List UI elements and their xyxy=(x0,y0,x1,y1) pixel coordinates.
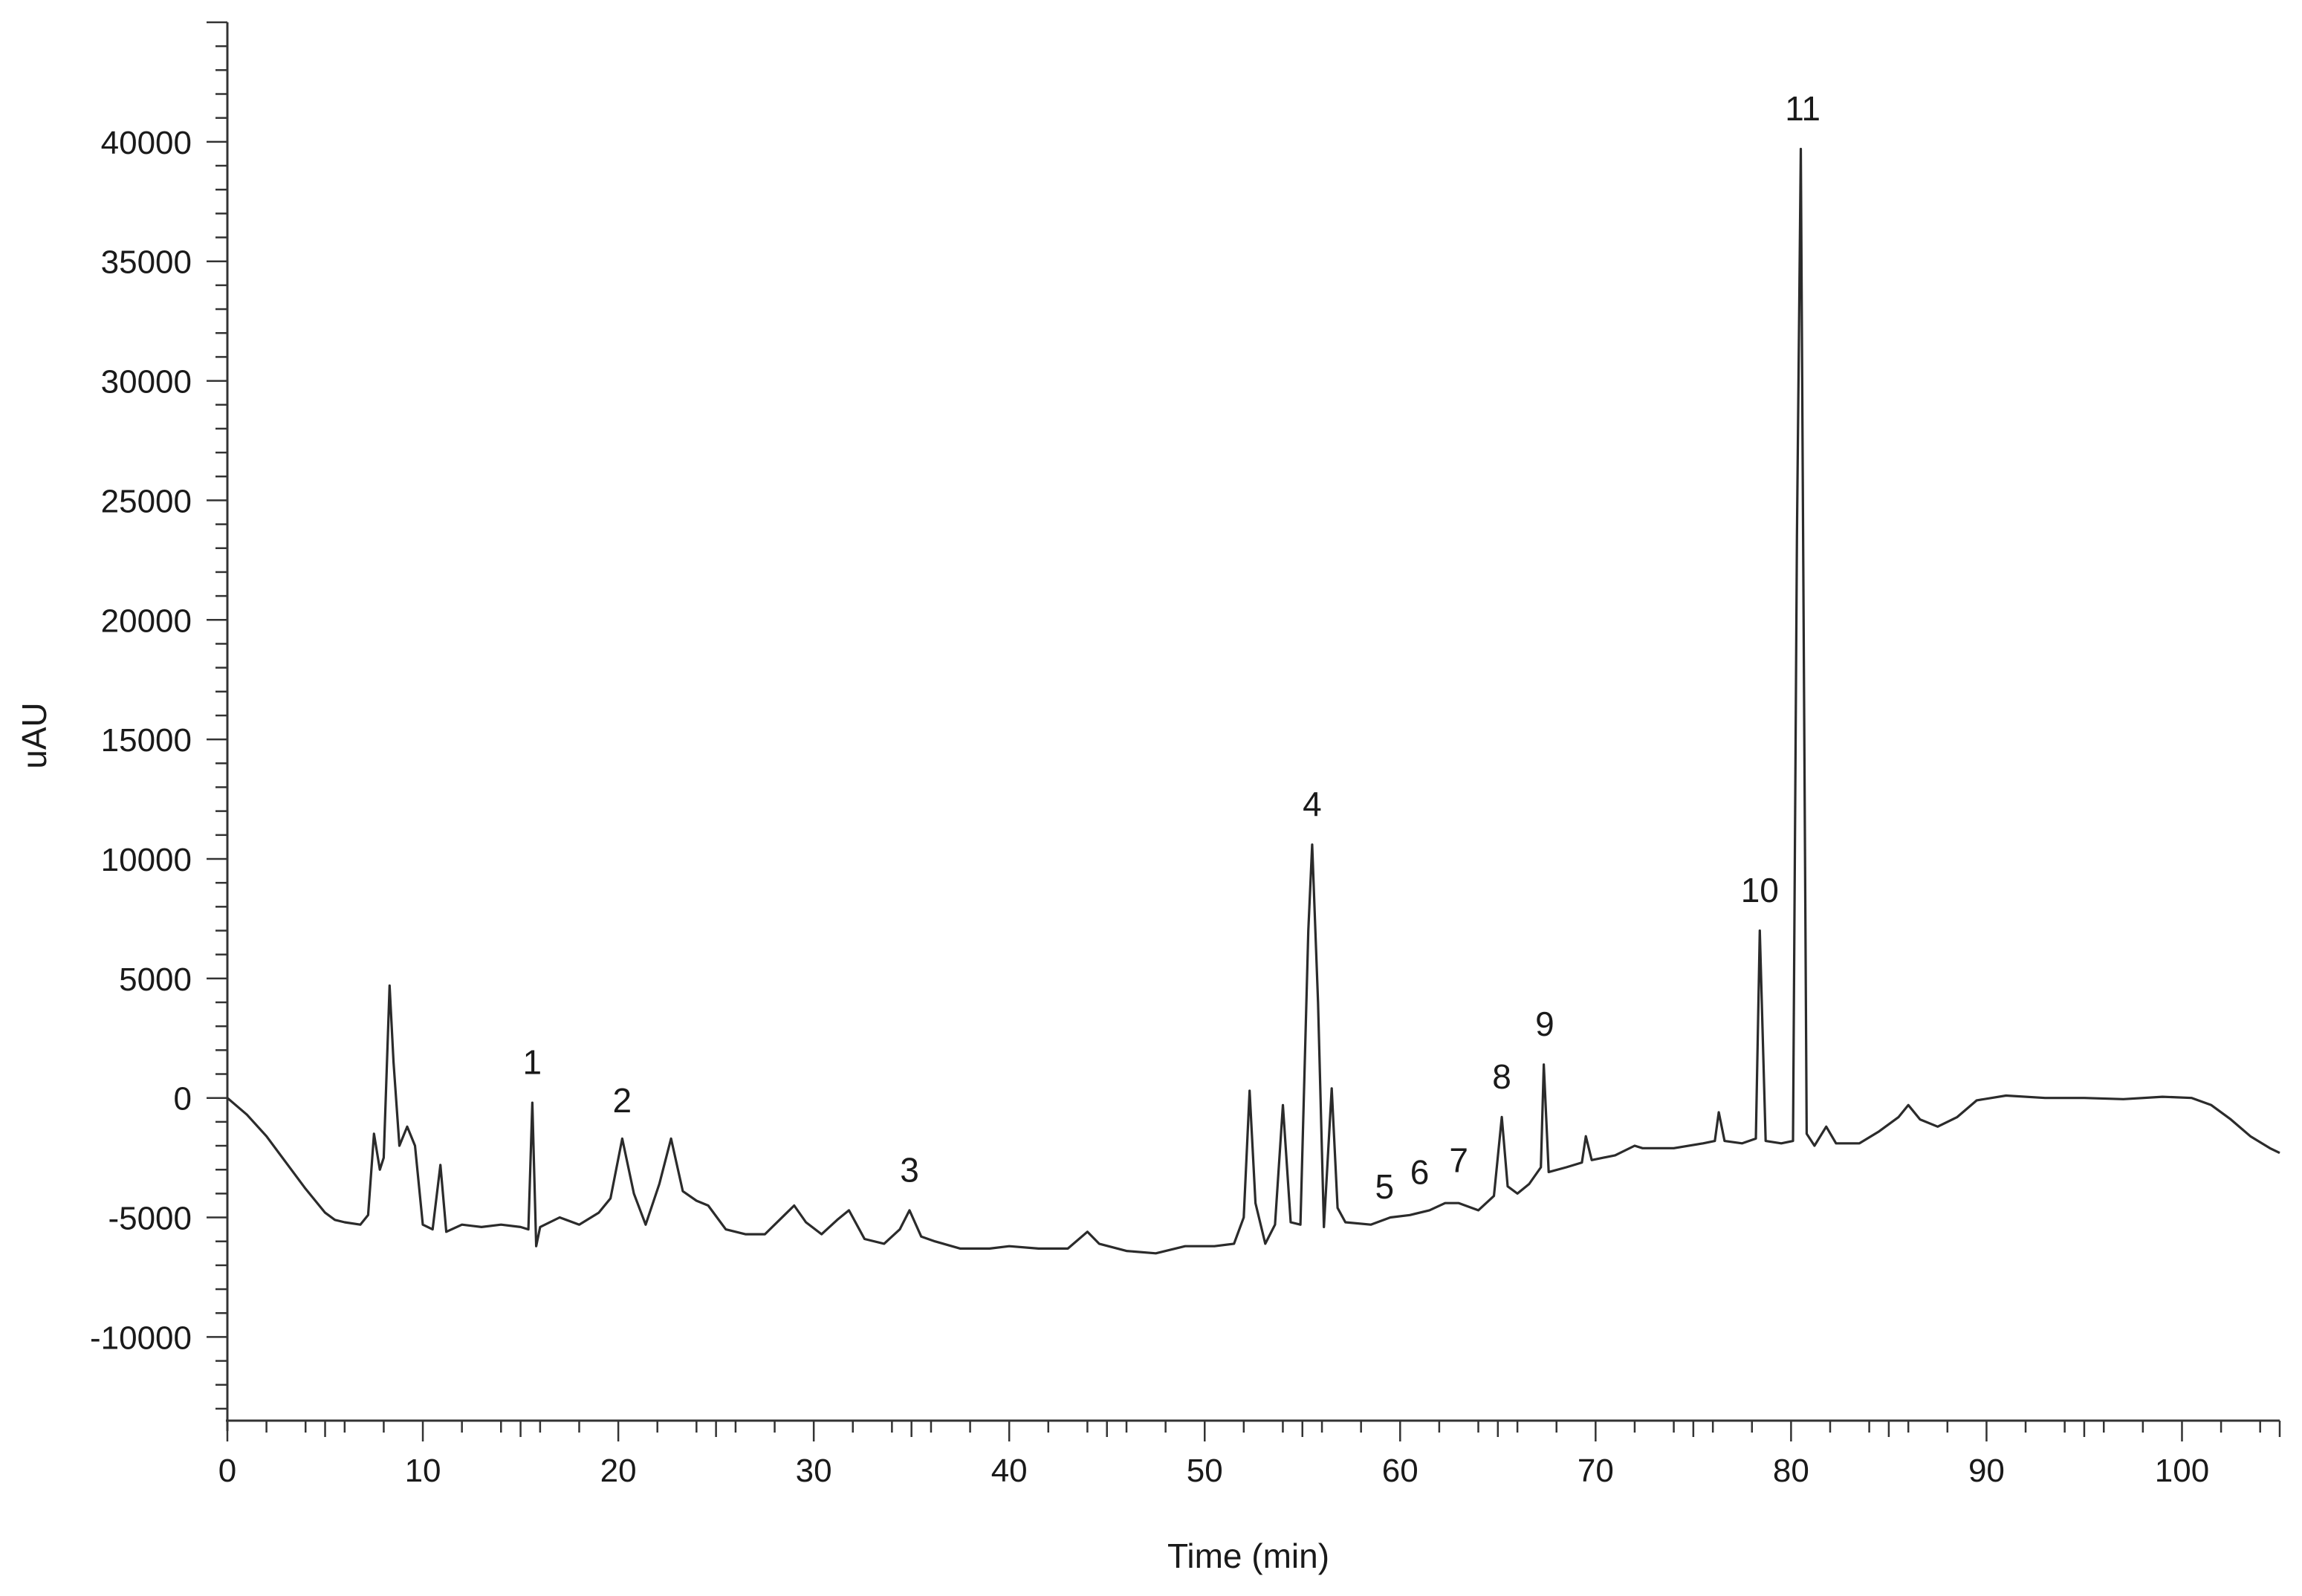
x-tick-label: 80 xyxy=(1773,1453,1809,1489)
x-tick-label: 90 xyxy=(1968,1453,2005,1489)
peak-label: 4 xyxy=(1303,785,1322,823)
peak-label: 7 xyxy=(1449,1141,1468,1179)
peak-label: 10 xyxy=(1741,871,1779,909)
y-tick-label: -5000 xyxy=(108,1201,192,1237)
peak-label: 9 xyxy=(1535,1005,1554,1043)
x-tick-label: 60 xyxy=(1382,1453,1419,1489)
y-tick-label: 5000 xyxy=(119,961,192,998)
y-tick-label: 40000 xyxy=(101,125,192,161)
peak-label: 3 xyxy=(900,1150,919,1189)
y-tick-label: 30000 xyxy=(101,364,192,400)
y-tick-label: 15000 xyxy=(101,722,192,759)
labels-layer: 1 2 3 4 5 6 7 89 10 11 xyxy=(523,89,1820,1206)
line-layer xyxy=(226,147,2280,1255)
peak-label: 5 xyxy=(1375,1167,1394,1206)
y-tick-label: 20000 xyxy=(101,603,192,639)
x-tick-label: 20 xyxy=(600,1453,637,1489)
y-tick-label: 35000 xyxy=(101,244,192,281)
peak-label: 11 xyxy=(1785,89,1820,128)
ticks-layer: -10000 -5000 0 5000 10000 15000 20000 25000 3000… xyxy=(90,21,2281,1489)
x-tick-label: 50 xyxy=(1187,1453,1223,1489)
x-tick-label: 10 xyxy=(405,1453,441,1489)
x-tick-label: 30 xyxy=(796,1453,832,1489)
y-axis-title: uAU xyxy=(15,702,54,768)
y-tick-label: 10000 xyxy=(101,842,192,878)
y-tick-label: -10000 xyxy=(90,1320,192,1356)
x-tick-label: 70 xyxy=(1578,1453,1614,1489)
peak-label: 1 xyxy=(523,1043,542,1082)
x-tick-label: 0 xyxy=(218,1453,236,1489)
x-tick-label: 40 xyxy=(991,1453,1028,1489)
axes-layer xyxy=(226,22,2280,1431)
peak-label: 8 xyxy=(1492,1057,1511,1096)
y-tick-label: 25000 xyxy=(101,483,192,519)
chromatogram-trace xyxy=(226,147,2280,1255)
peak-label: 6 xyxy=(1410,1153,1430,1192)
y-tick-label: 0 xyxy=(174,1081,192,1117)
peak-label: 2 xyxy=(613,1081,632,1120)
x-tick-label: 100 xyxy=(2155,1453,2209,1489)
x-axis-title: Time (min) xyxy=(1167,1537,1329,1575)
